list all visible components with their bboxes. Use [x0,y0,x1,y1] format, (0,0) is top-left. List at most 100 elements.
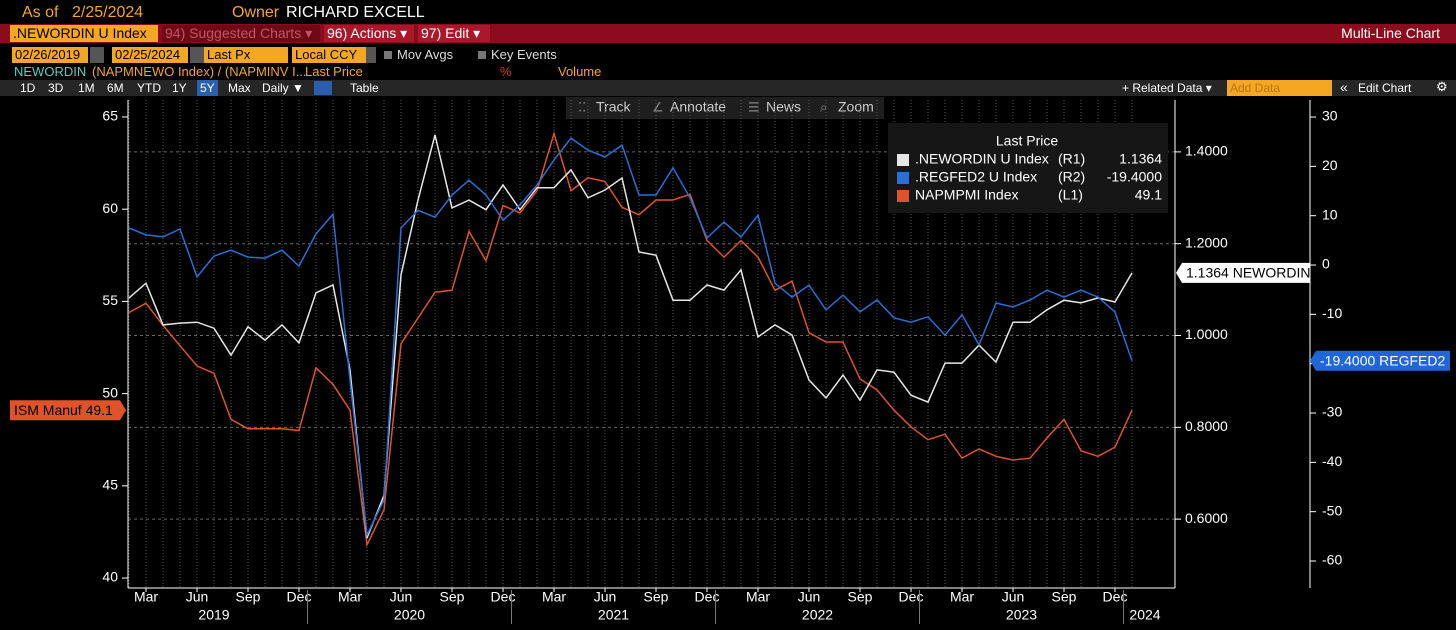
series-line [128,130,1133,548]
end-date[interactable]: 02/25/2024 [112,47,188,63]
series-line [128,137,1133,538]
add-data[interactable]: Add Data [1227,80,1332,96]
x-tick-label: Dec [1103,589,1128,605]
year-label: 2020 [394,607,425,623]
axis-tag-label: 1.1364 NEWORDIN [1186,265,1310,281]
toolbar-icon: ☰ [748,99,760,114]
x-tick-label: Sep [848,589,873,605]
start-date[interactable]: 02/26/2019 [12,47,88,63]
menu-button[interactable]: 97) Edit ▾ [418,25,490,42]
table-button[interactable]: Table [350,81,379,95]
x-tick-label: Sep [236,589,261,605]
owner: RICHARD EXCELL [286,4,425,21]
y-tick-label: 50 [102,384,118,400]
view-title: Multi-Line Chart [1341,25,1440,41]
calendar-icon[interactable] [90,47,104,63]
frequency[interactable]: Daily ▼ [262,81,304,95]
chart: ⁚⁚ Track ∠ Annotate ☰ News ⌕ Zoom 0.6000 0.8000 1.… [10,97,1450,624]
option-label: Key Events [491,47,557,62]
y3-tick-label: -30 [1322,404,1342,420]
legend-bg [888,123,1168,213]
x-tick-label: Mar [134,589,158,605]
legend-name: .REGFED2 U Index [915,169,1037,185]
year-label: 2021 [598,607,629,623]
dropdown-icon[interactable] [366,47,376,63]
owner-label: Owner [232,4,280,21]
volume: Volume [558,64,602,79]
as-of-date: 2/25/2024 [72,4,144,21]
period-button[interactable]: 6M [107,81,124,95]
y-tick-label: 40 [102,569,118,585]
legend-value: 49.1 [1135,187,1162,203]
menu-button[interactable]: 96) Actions ▾ [324,25,414,42]
option-label: Mov Avgs [397,47,454,62]
price-field[interactable]: Last Px [204,47,288,63]
y3-tick-label: -40 [1322,453,1342,469]
toolbar-bg [566,97,884,119]
y2-tick-label: 1.0000 [1185,326,1228,342]
x-tick-label: Dec [287,589,312,605]
toolbar-icon: ⁚⁚ [578,99,586,114]
toolbar-item[interactable]: Track [596,99,631,115]
x-tick-label: Dec [899,589,924,605]
period-bar [0,80,1456,96]
chart-icon[interactable] [314,81,332,95]
x-tick-label: Mar [746,589,770,605]
x-tick-label: Jun [186,589,209,605]
period-button[interactable]: 3D [48,81,64,95]
period-button[interactable]: 1D [20,81,36,95]
year-label: 2022 [802,607,833,623]
period-button[interactable]: YTD [137,81,161,95]
pct: % [500,64,512,79]
calendar-icon[interactable] [190,47,204,63]
legend-name: .NEWORDIN U Index [915,151,1049,167]
checkbox[interactable] [384,51,392,59]
y2-tick-label: 0.6000 [1185,510,1228,526]
period-button[interactable]: 1M [78,81,95,95]
x-tick-label: Jun [798,589,821,605]
gear-icon[interactable]: ⚙ [1436,79,1448,94]
legend-swatch [897,154,909,166]
related-data[interactable]: + Related Data ▾ [1122,81,1212,95]
toolbar-item[interactable]: News [766,99,801,115]
edit-chart[interactable]: Edit Chart [1358,81,1412,95]
collapse[interactable]: « [1340,79,1348,95]
period-button[interactable]: 1Y [172,81,187,95]
legend-swatch [897,190,909,202]
year-label: 2024 [1129,607,1160,623]
year-label: 2023 [1006,607,1037,623]
toolbar-item[interactable]: Zoom [838,99,874,115]
x-tick-label: Mar [950,589,974,605]
checkbox[interactable] [478,51,486,59]
period-button[interactable]: 5Y [197,80,218,96]
ticker: NEWORDIN [14,64,87,79]
legend-name: NAPMPMI Index [915,187,1018,203]
currency-field[interactable]: Local CCY [292,47,366,63]
y3-tick-label: -10 [1322,305,1342,321]
y2-tick-label: 1.4000 [1185,143,1228,159]
axis-tag [1310,350,1450,371]
y2-tick-label: 0.8000 [1185,418,1228,434]
legend-axis: (L1) [1058,187,1083,203]
security-field[interactable]: .NEWORDIN U Index [10,25,158,42]
y-tick-label: 55 [102,292,118,308]
axis-tag [1176,262,1310,283]
toolbar-item[interactable]: Annotate [670,99,726,115]
y3-tick-label: 20 [1322,157,1338,173]
menu-button[interactable]: 94) Suggested Charts ▾ [162,25,320,42]
x-tick-label: Dec [695,589,720,605]
legend-value: 1.1364 [1119,151,1162,167]
axis-tag-label: -19.4000 REGFED2 [1320,352,1445,368]
toolbar-icon: ⌕ [820,99,827,114]
x-tick-label: Dec [491,589,516,605]
field: Last Price [305,64,363,79]
x-tick-label: Mar [338,589,362,605]
x-tick-label: Jun [1002,589,1025,605]
formula: (NAPMNEWO Index) / (NAPMINV I... [92,64,307,79]
x-tick-label: Mar [542,589,566,605]
as-of-label: As of [22,4,59,21]
period-button[interactable]: Max [228,81,251,95]
y3-tick-label: 30 [1322,108,1338,124]
toolbar-icon: ∠ [652,99,664,114]
